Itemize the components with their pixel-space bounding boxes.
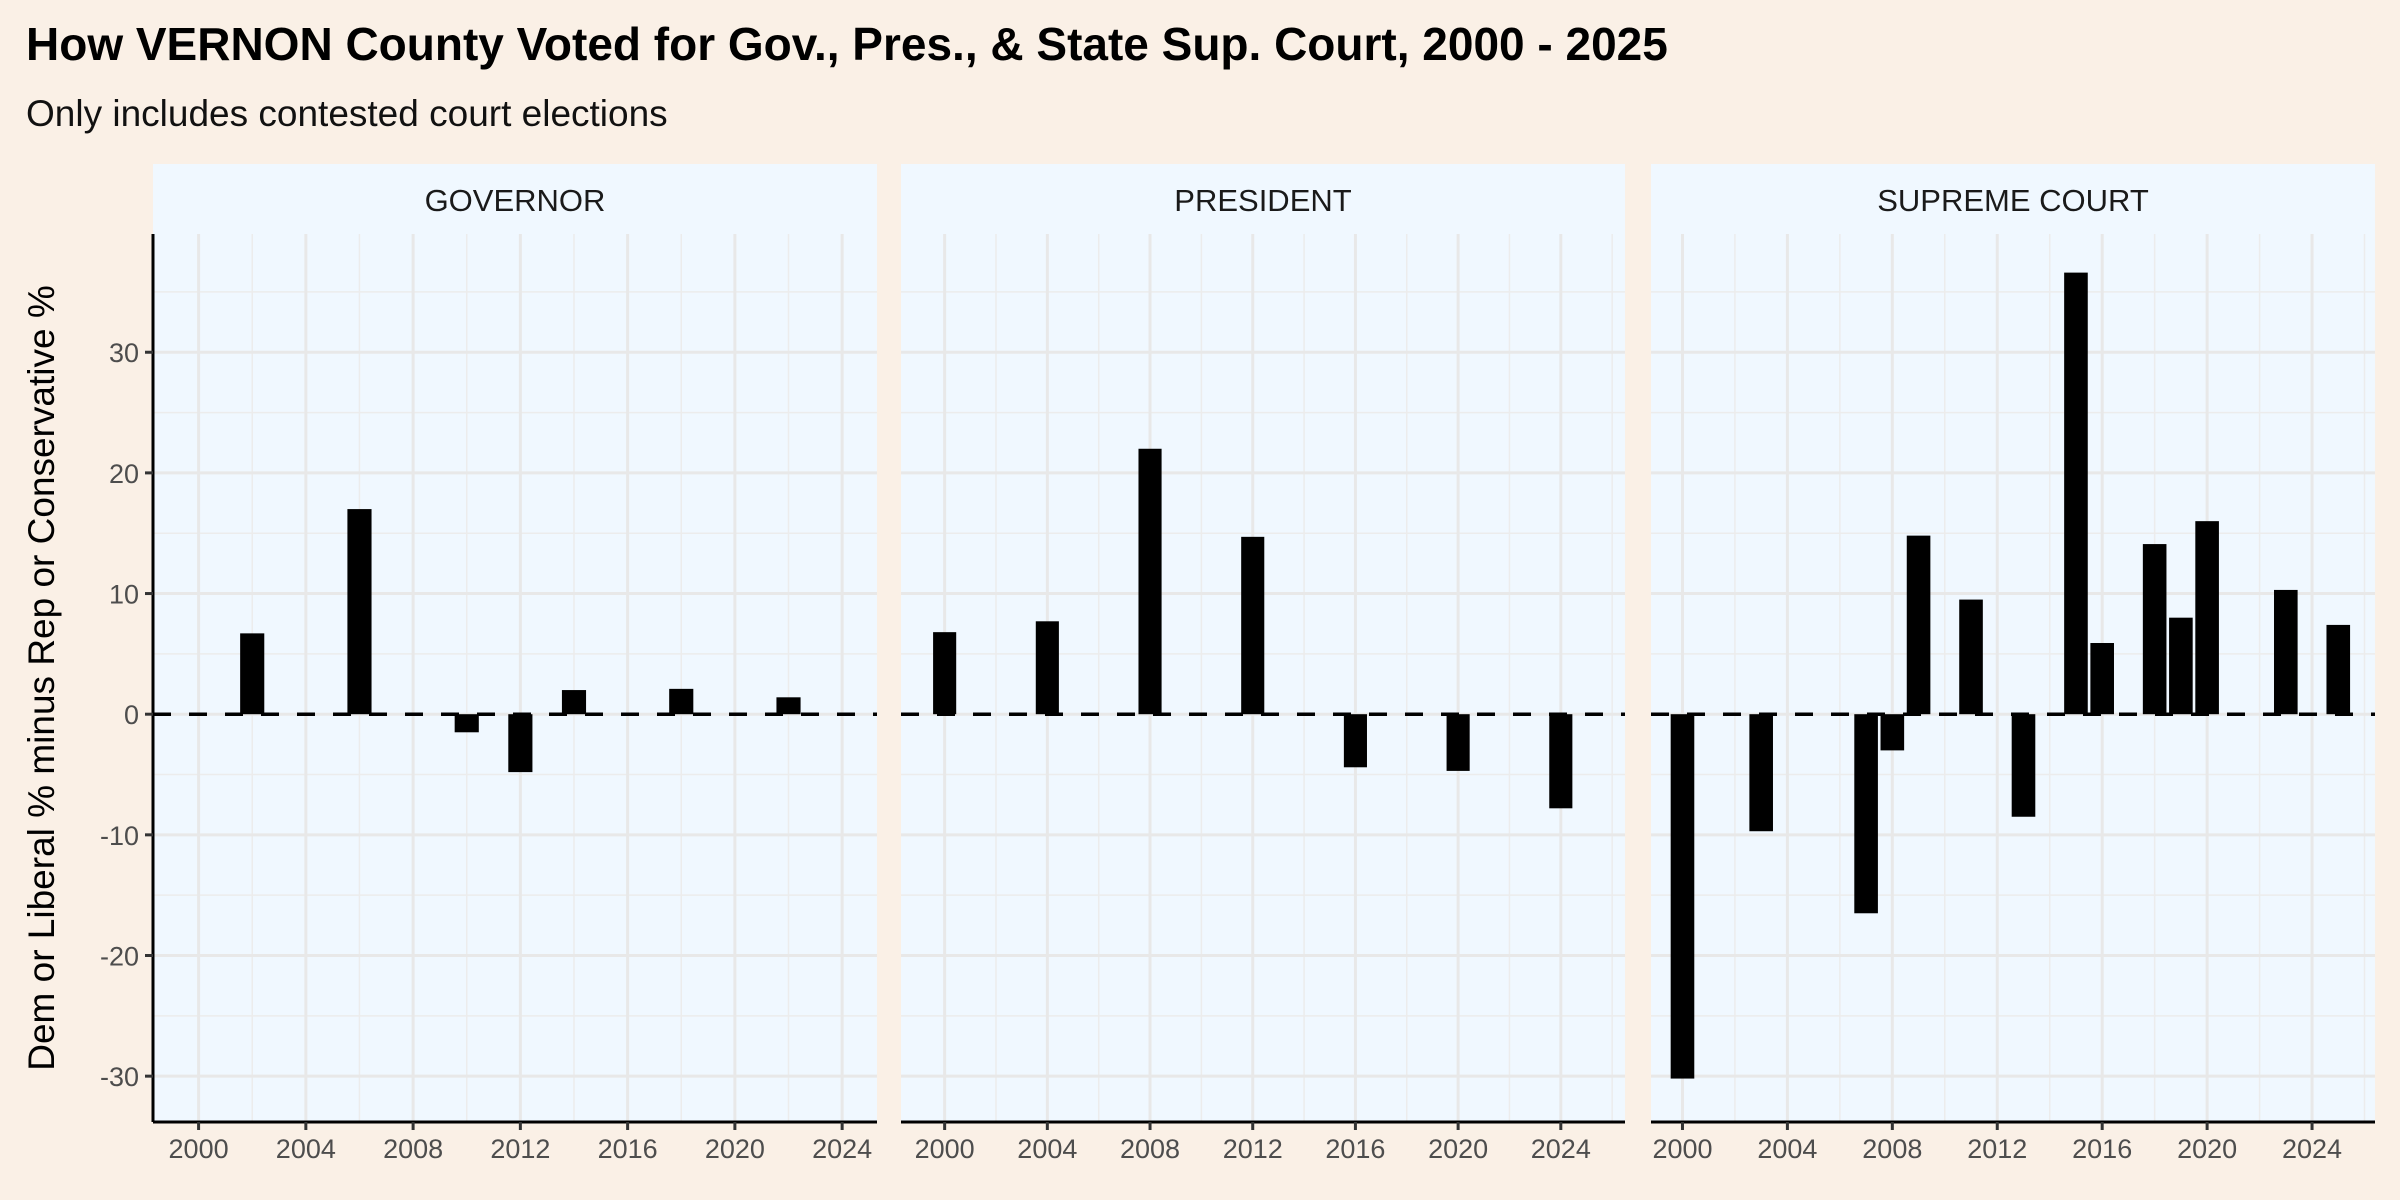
bar-2008	[1880, 714, 1905, 751]
bar-2002	[240, 633, 265, 715]
x-tick-label: 2024	[2282, 1134, 2342, 1164]
bar-2013	[2011, 714, 2036, 817]
bar-2012	[1241, 536, 1265, 715]
panel-president: PRESIDENT 2000 2004 2008 2012 2016 2020 2024	[901, 164, 1625, 1164]
bar-2018	[2142, 544, 2167, 715]
bar-2010	[454, 714, 479, 733]
bar-2000	[933, 632, 957, 715]
bar-2016	[2090, 643, 2114, 715]
facet-label: PRESIDENT	[1174, 183, 1351, 218]
x-tick-label: 2008	[1120, 1134, 1180, 1164]
x-tick-label: 2004	[1757, 1134, 1817, 1164]
x-tick-label: 2000	[1652, 1134, 1712, 1164]
bar-2016	[1343, 714, 1367, 768]
bar-2020	[2195, 521, 2219, 715]
panel-governor: GOVERNOR 2000 2004 2008 2012 2016 2020 2024 -30 -…	[100, 164, 877, 1164]
bar-2009	[1906, 535, 1931, 715]
x-tick-label: 2024	[1531, 1134, 1591, 1164]
y-tick-label: -10	[100, 821, 139, 851]
facet-strip	[901, 164, 1625, 234]
x-tick-label: 2020	[705, 1134, 765, 1164]
y-axis-label: Dem or Liberal % minus Rep or Conservati…	[21, 285, 62, 1071]
bar-2011	[1959, 599, 1983, 715]
facet-strip	[153, 164, 877, 234]
x-tick-label: 2024	[812, 1134, 872, 1164]
x-tick-label: 2008	[383, 1134, 443, 1164]
x-tick-label: 2008	[1862, 1134, 1922, 1164]
x-tick-label: 2004	[1017, 1134, 1077, 1164]
bar-2023	[2274, 589, 2298, 715]
bar-2006	[347, 509, 372, 715]
y-tick-label: 30	[109, 338, 139, 368]
y-tick-label: 10	[109, 580, 139, 610]
x-tick-label: 2012	[1967, 1134, 2027, 1164]
bar-2012	[508, 714, 533, 773]
bar-2022	[776, 697, 801, 715]
y-tick-label: -20	[100, 942, 139, 972]
bar-2008	[1138, 448, 1162, 715]
panel-background	[153, 234, 877, 1122]
x-tick-label: 2020	[1428, 1134, 1488, 1164]
facet-strip	[1651, 164, 2375, 234]
x-tick-label: 2012	[490, 1134, 550, 1164]
x-tick-label: 2004	[276, 1134, 336, 1164]
chart-title: How VERNON County Voted for Gov., Pres.,…	[26, 18, 1668, 70]
bar-2014	[561, 690, 587, 715]
bar-2015	[2064, 272, 2088, 715]
y-tick-label: -30	[100, 1062, 139, 1092]
bar-2018	[669, 688, 694, 715]
facet-label: SUPREME COURT	[1877, 183, 2149, 218]
x-tick-label: 2012	[1223, 1134, 1283, 1164]
bar-2019	[2169, 617, 2193, 715]
bar-2025	[2326, 624, 2351, 715]
chart-subtitle: Only includes contested court elections	[26, 93, 668, 134]
x-tick-label: 2016	[598, 1134, 658, 1164]
x-tick-label: 2020	[2177, 1134, 2237, 1164]
x-tick-label: 2016	[2072, 1134, 2132, 1164]
y-tick-label: 20	[109, 459, 139, 489]
bar-2004	[1035, 621, 1059, 715]
facet-label: GOVERNOR	[425, 183, 606, 218]
x-tick-label: 2000	[169, 1134, 229, 1164]
bar-2007	[1854, 714, 1878, 914]
bar-2003	[1749, 714, 1773, 832]
x-tick-label: 2000	[915, 1134, 975, 1164]
bar-2020	[1446, 714, 1470, 771]
x-tick-label: 2016	[1325, 1134, 1385, 1164]
panel-supreme-court: SUPREME COURT 2000 2004 2008 2012 2016 2020 202…	[1651, 164, 2375, 1164]
bar-2000	[1670, 714, 1695, 1079]
y-tick-label: 0	[124, 700, 139, 730]
panel-background	[1651, 234, 2375, 1122]
bar-2024	[1549, 714, 1573, 809]
